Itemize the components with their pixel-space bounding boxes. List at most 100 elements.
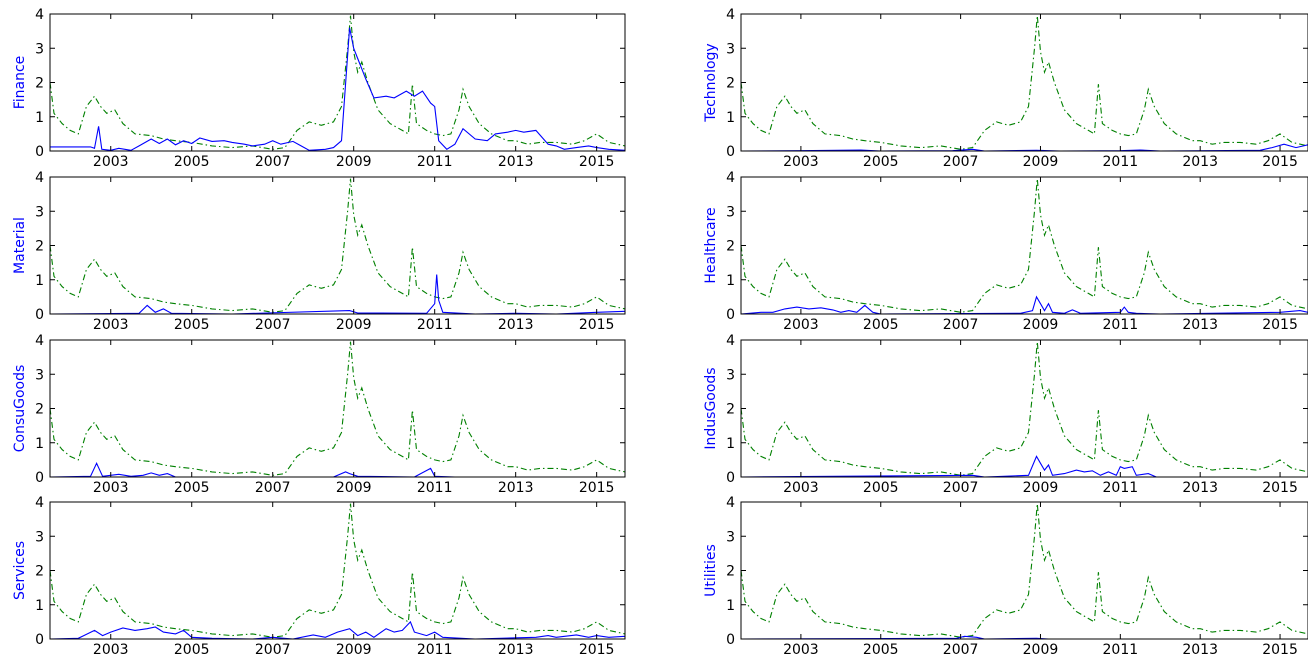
benchmark-line-healthcare: [741, 178, 1308, 313]
xtick-label: 2009: [1023, 480, 1059, 496]
subplot-material: 2003 2005 2007 2009 2011 2013 2015 0 1 2 3 4 Materia…: [12, 170, 626, 333]
ylabel-healthcare: Healthcare: [703, 207, 719, 283]
sector-line-consugoods: [50, 461, 625, 477]
ylabel-consugoods: ConsuGoods: [12, 365, 28, 453]
axes-frame-healthcare: [740, 176, 1308, 315]
xtick-label: 2015: [579, 317, 615, 333]
sector-line-healthcare: [741, 295, 1308, 314]
sector-line-finance: [50, 27, 625, 151]
ytick-label: 2: [35, 402, 44, 418]
xtick-label: 2005: [863, 642, 899, 658]
xtick-label: 2013: [1182, 480, 1218, 496]
xtick-label: 2011: [417, 642, 453, 658]
benchmark-line-finance: [50, 15, 625, 150]
ylabel-material: Material: [12, 217, 28, 274]
subplot-services: 2003 2005 2007 2009 2011 2013 2015 0 1 2 3 4 Service…: [12, 495, 626, 658]
xtick-label: 2015: [579, 642, 615, 658]
xtick-label: 2013: [1182, 154, 1218, 170]
benchmark-line-services: [50, 503, 625, 638]
xtick-label: 2007: [943, 154, 979, 170]
ylabel-utilities: Utilities: [703, 544, 719, 597]
xtick-label: 2013: [1182, 317, 1218, 333]
xtick-label: 2003: [93, 480, 129, 496]
ytick-label: 0: [726, 632, 735, 648]
ytick-label: 2: [726, 402, 735, 418]
ytick-label: 4: [35, 333, 44, 349]
ytick-label: 3: [726, 529, 735, 545]
xtick-label: 2011: [417, 317, 453, 333]
benchmark-line-indusgoods: [741, 341, 1308, 476]
axes-frame-consugoods: [49, 339, 626, 478]
sector-line-material: [50, 274, 625, 314]
ytick-label: 2: [726, 76, 735, 92]
ylabel-technology: Technology: [703, 43, 719, 122]
xtick-label: 2011: [1103, 317, 1139, 333]
ytick-label: 4: [35, 170, 44, 186]
axes-frame-material: [49, 176, 626, 315]
xtick-label: 2007: [255, 317, 291, 333]
subplot-finance: 2003 2005 2007 2009 2011 2013 2015 0 1 2 3 4 Finance: [12, 7, 626, 170]
xtick-label: 2013: [498, 480, 534, 496]
xtick-label: 2009: [336, 480, 372, 496]
ytick-label: 2: [726, 564, 735, 580]
xtick-label: 2013: [498, 154, 534, 170]
benchmark-line-material: [50, 178, 625, 313]
ytick-label: 2: [35, 239, 44, 255]
xtick-label: 2003: [93, 154, 129, 170]
xtick-label: 2009: [336, 642, 372, 658]
axes-frame-technology: [740, 13, 1308, 152]
xtick-label: 2005: [174, 154, 210, 170]
xtick-label: 2009: [1023, 317, 1059, 333]
xtick-label: 2015: [1262, 154, 1298, 170]
sector-line-services: [50, 620, 625, 639]
ytick-label: 2: [35, 564, 44, 580]
xtick-label: 2011: [1103, 642, 1139, 658]
ytick-label: 4: [726, 7, 735, 23]
ytick-label: 3: [35, 367, 44, 383]
xtick-label: 2003: [93, 642, 129, 658]
ytick-label: 4: [726, 170, 735, 186]
xtick-label: 2015: [579, 154, 615, 170]
subplot-consugoods: 2003 2005 2007 2009 2011 2013 2015 0 1 2 3 4 ConsuGo…: [12, 333, 626, 496]
ytick-label: 1: [726, 598, 735, 614]
xtick-label: 2009: [1023, 154, 1059, 170]
xtick-label: 2005: [863, 317, 899, 333]
sector-line-indusgoods: [741, 455, 1308, 477]
ytick-label: 0: [726, 144, 735, 160]
xtick-label: 2007: [943, 480, 979, 496]
ytick-label: 2: [35, 76, 44, 92]
xtick-label: 2009: [1023, 642, 1059, 658]
ylabel-services: Services: [12, 541, 28, 600]
ytick-label: 2: [726, 239, 735, 255]
xtick-label: 2011: [1103, 154, 1139, 170]
xtick-label: 2013: [498, 317, 534, 333]
xtick-label: 2015: [1262, 642, 1298, 658]
xtick-label: 2003: [783, 317, 819, 333]
ytick-label: 1: [35, 273, 44, 289]
xtick-label: 2007: [255, 154, 291, 170]
ytick-label: 0: [35, 307, 44, 323]
ytick-label: 4: [35, 7, 44, 23]
xtick-label: 2011: [417, 480, 453, 496]
ytick-label: 1: [726, 436, 735, 452]
xtick-label: 2003: [783, 642, 819, 658]
axes-frame-indusgoods: [740, 339, 1308, 478]
xtick-label: 2007: [255, 480, 291, 496]
ytick-label: 4: [726, 333, 735, 349]
ytick-label: 1: [726, 110, 735, 126]
xtick-label: 2007: [943, 317, 979, 333]
ytick-label: 1: [35, 598, 44, 614]
ytick-label: 0: [35, 144, 44, 160]
subplot-technology: 2003 2005 2007 2009 2011 2013 2015 0 1 2 3 4 Technol…: [703, 7, 1308, 170]
ytick-label: 3: [726, 367, 735, 383]
xtick-label: 2003: [783, 154, 819, 170]
axes-frame-utilities: [740, 501, 1308, 640]
ytick-label: 3: [35, 41, 44, 57]
xtick-label: 2013: [498, 642, 534, 658]
xtick-label: 2005: [174, 480, 210, 496]
benchmark-line-consugoods: [50, 341, 625, 476]
xtick-label: 2015: [1262, 317, 1298, 333]
xtick-label: 2003: [93, 317, 129, 333]
ytick-label: 3: [726, 204, 735, 220]
